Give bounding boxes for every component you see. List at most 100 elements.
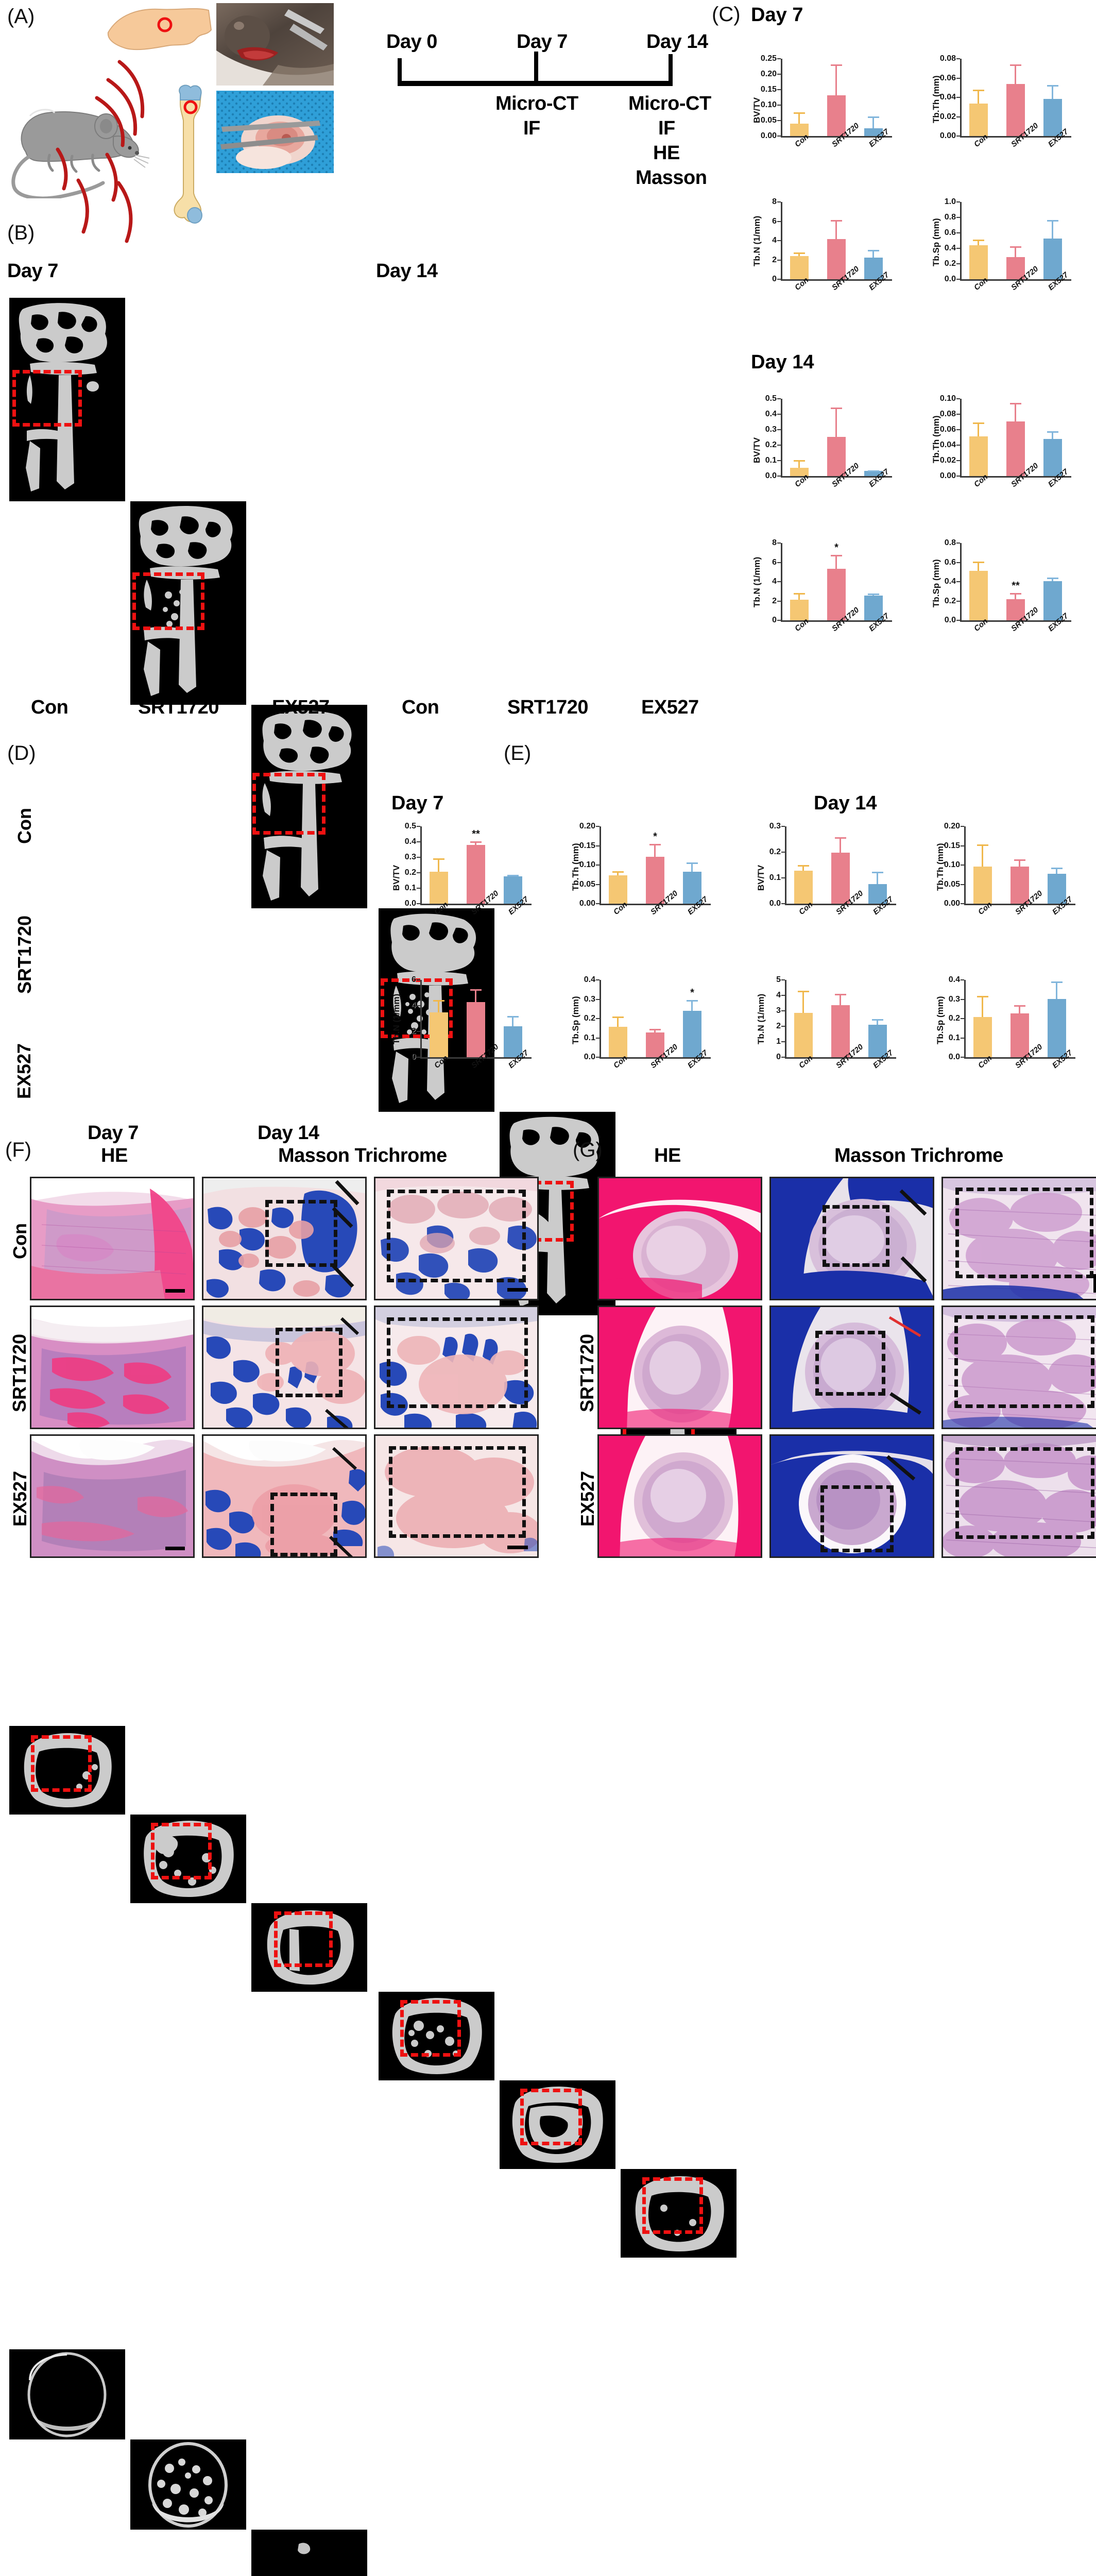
y-tick-mark	[596, 826, 600, 827]
error-bar	[1010, 246, 1021, 257]
histo-f-masson-con-zoom	[374, 1177, 539, 1300]
y-tick-label: 2	[776, 1022, 781, 1030]
y-tick-mark	[961, 1037, 964, 1039]
error-bar	[831, 220, 842, 240]
panel-e-day7-title: Day 7	[391, 792, 444, 814]
y-tick-label: 0.06	[939, 73, 956, 82]
y-tick-label: 0.4	[765, 410, 777, 418]
y-tick-label: 0.1	[584, 1033, 595, 1042]
x-axis	[420, 1057, 532, 1059]
bar-ex527	[1043, 438, 1062, 476]
roi-box	[389, 1446, 526, 1538]
panel-b-letter: (B)	[7, 222, 35, 244]
y-tick-label: 0.0	[944, 616, 956, 624]
ct-axial-srt-d14	[500, 2080, 615, 2169]
bar-con	[790, 600, 809, 620]
y-tick-label: 0.6	[944, 228, 956, 237]
error-bar	[973, 90, 984, 104]
error-bar	[977, 996, 988, 1018]
panel-b-day7-label: Day 7	[7, 260, 58, 282]
y-tick-label: 0.3	[769, 822, 781, 831]
bar-ex527	[1043, 99, 1062, 136]
roi-box	[820, 1485, 894, 1552]
y-axis	[600, 826, 601, 904]
error-bar	[507, 1015, 519, 1026]
y-tick-mark	[956, 58, 960, 59]
bar-srt1720	[831, 1005, 850, 1057]
y-axis-label: Tb.N (1/mm)	[752, 556, 762, 607]
y-tick-label: 0.0	[948, 1053, 960, 1061]
y-tick-label: 4	[772, 577, 777, 586]
y-tick-label: 0.04	[939, 440, 956, 449]
bar-ex527	[683, 871, 701, 904]
y-axis-label: Tb.Sp (mm)	[571, 996, 580, 1045]
y-tick-mark	[781, 995, 785, 996]
y-tick-mark	[777, 74, 781, 75]
bar-con	[430, 1012, 448, 1057]
timeline-day7-event-1: IF	[523, 117, 540, 139]
chart-c-day7-tbn: 0 2 4 6 8 Tb.N (1/mm) Con SRT1720 EX527	[748, 195, 897, 324]
chart-e-day7-tbsp: 0.0 0.1 0.2 0.3 0.4 Tb.Sp (mm) Con SRT1720 * E…	[567, 973, 716, 1101]
timeline-day14-event-0: Micro-CT	[628, 93, 711, 114]
y-axis	[781, 543, 782, 620]
y-tick-mark	[961, 826, 964, 827]
bar-ex527	[1048, 873, 1066, 904]
bar-con	[609, 1027, 627, 1057]
bar-con	[794, 871, 813, 904]
roi-box	[823, 1205, 889, 1267]
y-tick-label: 4	[772, 236, 777, 245]
significance-marker: *	[834, 541, 838, 553]
y-tick-label: 0.1	[948, 1033, 960, 1042]
bar-srt1720	[827, 95, 846, 136]
y-tick-mark	[781, 877, 785, 878]
y-tick-mark	[956, 201, 960, 202]
error-bar	[831, 64, 842, 96]
panel-d-rowlabel-con: Con	[14, 808, 35, 844]
y-tick-mark	[956, 445, 960, 446]
error-bar	[1047, 85, 1058, 99]
y-tick-mark	[417, 979, 420, 980]
bar-srt1720	[1011, 867, 1029, 904]
bar-con	[973, 867, 992, 904]
y-tick-mark	[956, 232, 960, 233]
bar-ex527	[504, 876, 522, 904]
y-axis	[781, 202, 782, 279]
error-bar	[1047, 431, 1058, 439]
bar-con	[969, 245, 988, 279]
y-axis-label: Tb.Sp (mm)	[931, 559, 941, 608]
y-tick-label: 0.10	[760, 100, 777, 109]
histo-g-masson-ex-zoom	[941, 1434, 1096, 1558]
error-bar	[798, 991, 809, 1013]
y-tick-label: 0.3	[765, 425, 777, 434]
y-tick-mark	[956, 414, 960, 415]
ct-coronal-con-d7	[9, 298, 125, 501]
roi-box	[955, 1188, 1093, 1278]
y-tick-mark	[417, 872, 420, 873]
y-tick-label: 0.20	[760, 70, 777, 78]
y-tick-label: 0.02	[939, 456, 956, 465]
y-tick-label: 0.1	[769, 873, 781, 882]
histo-g-he-ex	[597, 1434, 762, 1558]
signal-arcs-icon	[56, 60, 145, 243]
histo-g-masson-ex	[769, 1434, 934, 1558]
y-tick-label: 0.2	[944, 596, 956, 605]
y-tick-label: 0.00	[760, 131, 777, 140]
y-tick-mark	[961, 865, 964, 866]
scale-bar	[507, 1546, 528, 1549]
y-tick-label: 0.4	[584, 975, 595, 984]
significance-marker: *	[653, 831, 657, 842]
histo-f-masson-srt-zoom	[374, 1306, 539, 1429]
y-tick-label: 0.1	[765, 456, 777, 465]
ct-3d-ex-d7	[251, 2530, 367, 2576]
y-tick-mark	[596, 1018, 600, 1019]
y-axis-label: BV/TV	[391, 865, 401, 891]
bar-con	[430, 871, 448, 904]
bar-con	[790, 256, 809, 279]
y-tick-mark	[777, 562, 781, 563]
chart-c-day7-bvtv: 0.00 0.05 0.10 0.15 0.20 0.25 BV/TV Con SRT172…	[748, 52, 897, 180]
error-bar	[1010, 402, 1021, 421]
y-tick-label: 4	[776, 991, 781, 999]
y-axis-label: Tb.N (1/mm)	[391, 993, 401, 1044]
histo-g-he-srt	[597, 1306, 762, 1429]
y-tick-mark	[417, 1031, 420, 1032]
